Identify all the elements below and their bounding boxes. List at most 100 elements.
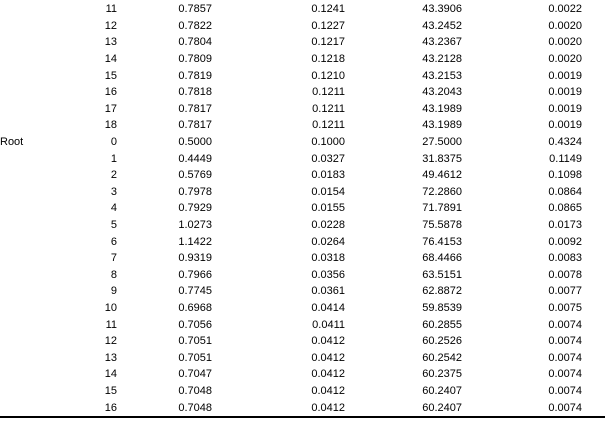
value-cell: 0.0074 [548,335,582,348]
row-section-label [0,34,100,51]
value-cell: 0.0074 [548,401,582,414]
row-section-label: Root [0,136,24,149]
value-cell: 0.0022 [548,3,582,16]
iteration-number-cell: 13 [104,36,117,49]
value-cell: 72.2860 [422,185,462,198]
iteration-number-cell: 8 [110,268,117,281]
row-section-label [0,316,100,333]
row-section-label [0,67,100,84]
value-cell: 68.4466 [422,252,462,265]
iteration-number-cell: 15 [104,384,117,397]
value-cell: 0.0078 [548,268,582,281]
table-row: 14 0.7047 0.0412 60.2375 0.0074 [0,366,605,383]
value-cell: 0.0356 [311,268,345,281]
iteration-number-cell: 14 [104,368,117,381]
table-row: 8 0.7966 0.0356 63.5151 0.0078 [0,267,605,284]
table-row: 13 0.7804 0.1217 43.2367 0.0020 [0,34,605,51]
value-cell: 0.4449 [178,152,212,165]
row-section-label [0,300,100,317]
row-section-label [0,349,100,366]
iteration-number-cell: 16 [104,401,117,414]
value-cell: 0.7929 [178,202,212,215]
value-cell: 0.0074 [548,351,582,364]
row-section-label [0,383,100,400]
value-cell: 60.2375 [422,368,462,381]
iteration-number-cell: 14 [104,53,117,66]
value-cell: 1.1422 [178,235,212,248]
value-cell: 0.6968 [178,301,212,314]
value-cell: 0.0020 [548,53,582,66]
value-cell: 0.7978 [178,185,212,198]
row-section-label [0,101,100,118]
table-row: 3 0.7978 0.0154 72.2860 0.0864 [0,184,605,201]
value-cell: 43.3906 [422,3,462,16]
row-section-label [0,1,100,18]
value-cell: 0.1098 [548,169,582,182]
value-cell: 0.0074 [548,384,582,397]
value-cell: 0.0264 [311,235,345,248]
value-cell: 43.2367 [422,36,462,49]
value-cell: 63.5151 [422,268,462,281]
value-cell: 0.0412 [311,335,345,348]
value-cell: 0.0414 [311,301,345,314]
table-row: 9 0.7745 0.0361 62.8872 0.0077 [0,283,605,300]
value-cell: 0.0411 [312,318,345,331]
row-section-label [0,51,100,68]
iteration-number-cell: 7 [110,252,117,265]
value-cell: 0.7809 [178,53,212,66]
iteration-number-cell: 6 [110,235,117,248]
value-cell: 0.0074 [548,318,582,331]
table-row: 4 0.7929 0.0155 71.7891 0.0865 [0,200,605,217]
table-row: 12 0.7822 0.1227 43.2452 0.0020 [0,18,605,35]
value-cell: 0.0019 [548,69,582,82]
value-cell: 0.1211 [312,102,345,115]
iteration-number-cell: 11 [105,3,117,16]
value-cell: 0.0020 [548,19,582,32]
value-cell: 0.0019 [548,119,582,132]
table-row: 16 0.7818 0.1211 43.2043 0.0019 [0,84,605,101]
value-cell: 0.1211 [312,119,345,132]
value-cell: 0.7047 [178,368,212,381]
value-cell: 0.0864 [548,185,582,198]
iteration-number-cell: 2 [110,169,117,182]
value-cell: 0.0019 [548,102,582,115]
value-cell: 0.0327 [311,152,345,165]
value-cell: 0.0019 [548,86,582,99]
value-cell: 0.7048 [178,401,212,414]
row-section-label [0,366,100,383]
value-cell: 76.4153 [422,235,462,248]
value-cell: 0.0412 [311,401,345,414]
table-row: 18 0.7817 0.1211 43.1989 0.0019 [0,117,605,134]
table-row: 6 1.1422 0.0264 76.4153 0.0092 [0,233,605,250]
value-cell: 0.7966 [178,268,212,281]
row-section-label [0,184,100,201]
value-cell: 0.0173 [548,219,582,232]
row-section-label [0,333,100,350]
table-row: 14 0.7809 0.1218 43.2128 0.0020 [0,51,605,68]
table-row: 11 0.7056 0.0411 60.2855 0.0074 [0,316,605,333]
value-cell: 0.1211 [312,86,345,99]
iteration-number-cell: 10 [104,301,117,314]
value-cell: 0.1149 [549,152,582,165]
table-row: 2 0.5769 0.0183 49.4612 0.1098 [0,167,605,184]
table-row: 10 0.6968 0.0414 59.8539 0.0075 [0,300,605,317]
row-section-label [0,150,100,167]
iteration-number-cell: 1 [110,152,117,165]
value-cell: 0.0412 [311,384,345,397]
row-section-label [0,267,100,284]
value-cell: 0.7857 [178,3,212,16]
value-cell: 0.7818 [178,86,212,99]
value-cell: 27.5000 [422,136,462,149]
value-cell: 0.0077 [548,285,582,298]
value-cell: 0.0412 [311,351,345,364]
value-cell: 0.5000 [178,136,212,149]
iteration-number-cell: 17 [104,102,117,115]
value-cell: 0.0092 [548,235,582,248]
value-cell: 0.0361 [311,285,345,298]
iteration-number-cell: 9 [110,285,117,298]
row-section-label [0,117,100,134]
value-cell: 0.0154 [311,185,345,198]
table-row: 12 0.7051 0.0412 60.2526 0.0074 [0,333,605,350]
